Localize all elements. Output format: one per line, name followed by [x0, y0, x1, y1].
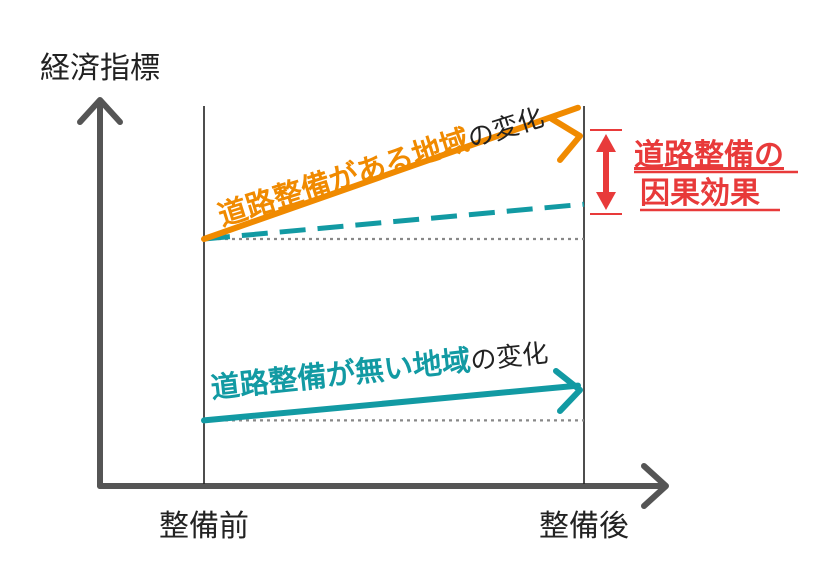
effect-label-line2: 因果効果: [640, 176, 760, 211]
y-axis-arrowhead: [77, 97, 123, 125]
control-arrowhead: [553, 368, 583, 414]
x-axis-arrowhead: [641, 463, 669, 509]
treated-label-suffix: の変化: [464, 103, 547, 155]
control-label-main: 道路整備が無い地域: [209, 343, 472, 405]
treated-arrowhead: [549, 116, 583, 163]
effect-label-line1: 道路整備の: [634, 138, 784, 173]
treated-label-group: 道路整備がある地域の変化: [214, 99, 548, 233]
x-label-before: 整備前: [159, 509, 249, 544]
x-label-after: 整備後: [539, 509, 629, 544]
treated-arrow-line: [201, 104, 581, 242]
treated-label: 道路整備がある地域の変化: [214, 99, 548, 233]
counterfactual-dashed-line: [203, 201, 585, 242]
control-label-suffix: の変化: [469, 339, 550, 377]
y-axis-label: 経済指標: [40, 51, 160, 86]
effect-arrowhead-down: [596, 192, 616, 210]
effect-arrowhead-up: [596, 134, 616, 152]
control-arrow-line: [201, 382, 581, 424]
